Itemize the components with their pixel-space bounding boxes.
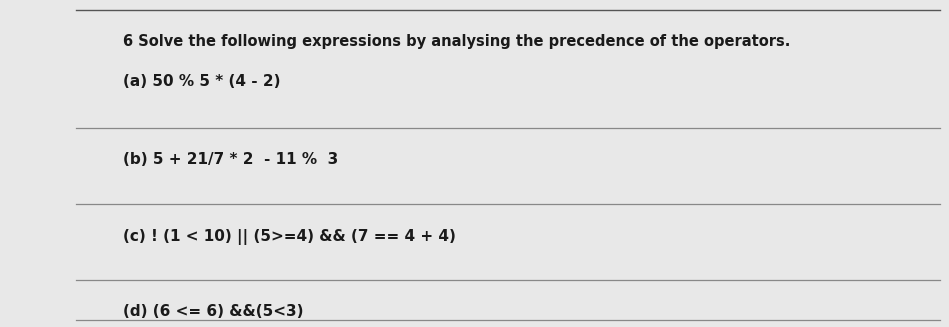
Text: (c) ! (1 < 10) || (5>=4) && (7 == 4 + 4): (c) ! (1 < 10) || (5>=4) && (7 == 4 + 4) — [123, 229, 456, 245]
Text: 6 Solve the following expressions by analysing the precedence of the operators.: 6 Solve the following expressions by ana… — [123, 34, 791, 49]
Text: (a) 50 % 5 * (4 - 2): (a) 50 % 5 * (4 - 2) — [123, 74, 281, 89]
Text: (b) 5 + 21/7 * 2  - 11 %  3: (b) 5 + 21/7 * 2 - 11 % 3 — [123, 152, 339, 167]
Text: (d) (6 <= 6) &&(5<3): (d) (6 <= 6) &&(5<3) — [123, 304, 304, 319]
